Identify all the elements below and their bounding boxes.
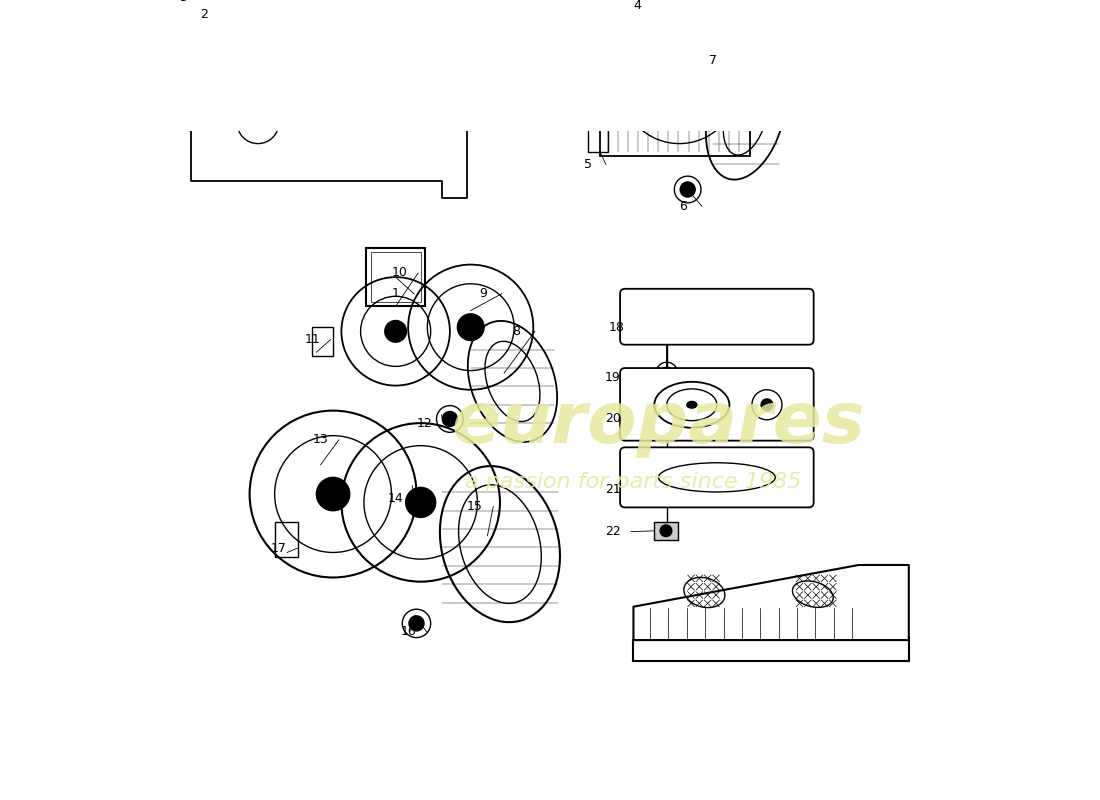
- Circle shape: [667, 73, 692, 98]
- Text: 12: 12: [417, 417, 432, 430]
- Text: 20: 20: [605, 413, 620, 426]
- Text: 7: 7: [708, 54, 717, 66]
- Circle shape: [761, 399, 773, 410]
- Text: 17: 17: [271, 542, 287, 554]
- Circle shape: [210, 17, 230, 37]
- Text: 3: 3: [179, 0, 187, 4]
- Circle shape: [458, 314, 484, 341]
- Text: 18: 18: [608, 321, 625, 334]
- FancyBboxPatch shape: [620, 368, 814, 441]
- Text: 13: 13: [312, 434, 329, 446]
- Ellipse shape: [739, 102, 752, 126]
- Text: 11: 11: [305, 333, 320, 346]
- Ellipse shape: [686, 402, 697, 408]
- Text: 9: 9: [480, 287, 487, 300]
- FancyBboxPatch shape: [620, 447, 814, 507]
- Circle shape: [385, 321, 407, 342]
- Text: 19: 19: [605, 370, 620, 384]
- Circle shape: [317, 478, 350, 510]
- Bar: [587, 114, 608, 152]
- Circle shape: [442, 411, 458, 426]
- Circle shape: [680, 182, 695, 197]
- Text: 15: 15: [468, 500, 483, 513]
- Bar: [520, 39, 546, 60]
- Circle shape: [661, 367, 673, 379]
- Circle shape: [406, 487, 436, 518]
- Text: europares: europares: [452, 389, 866, 458]
- Text: 14: 14: [388, 492, 404, 505]
- Bar: [654, 522, 678, 540]
- Bar: [366, 248, 425, 306]
- Bar: [312, 327, 333, 356]
- Text: a passion for parts since 1985: a passion for parts since 1985: [465, 471, 802, 491]
- Text: 6: 6: [680, 200, 688, 213]
- Text: 22: 22: [605, 525, 620, 538]
- Circle shape: [409, 616, 424, 631]
- Text: 5: 5: [583, 158, 592, 171]
- Bar: [601, 14, 750, 156]
- Text: 1: 1: [392, 287, 399, 300]
- Bar: [371, 252, 420, 302]
- Text: 8: 8: [513, 325, 520, 338]
- Bar: [517, 35, 550, 64]
- Text: 16: 16: [400, 626, 416, 638]
- Bar: [275, 522, 298, 557]
- Text: 2: 2: [200, 8, 208, 21]
- Text: 21: 21: [605, 483, 620, 496]
- Circle shape: [660, 525, 672, 537]
- FancyBboxPatch shape: [620, 289, 814, 345]
- Text: 10: 10: [392, 266, 408, 279]
- Text: 4: 4: [634, 0, 641, 13]
